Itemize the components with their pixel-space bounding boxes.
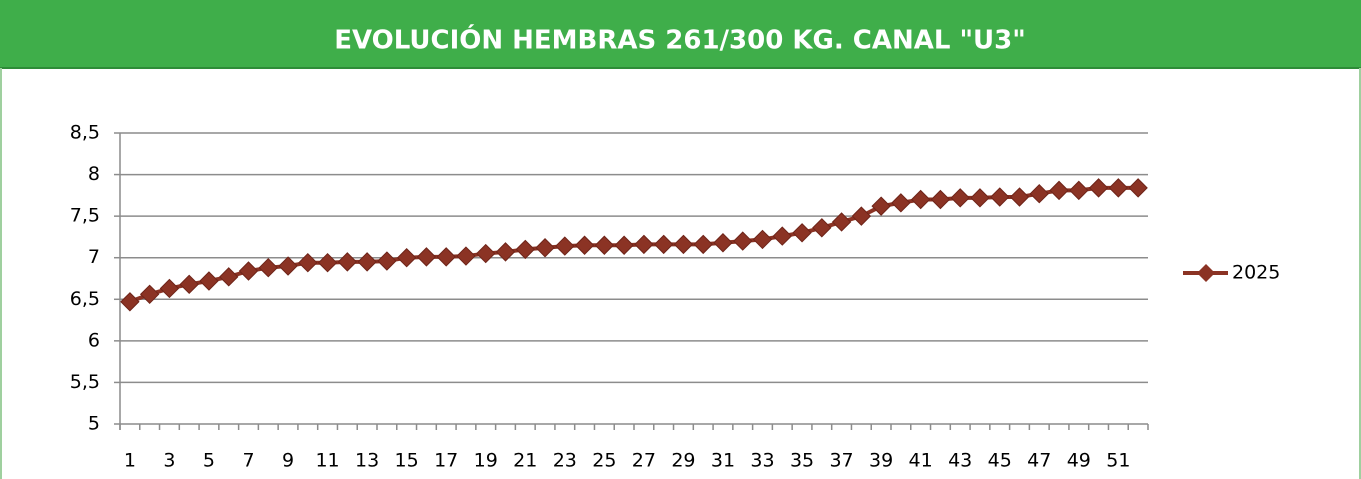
data-point xyxy=(238,261,259,281)
y-tick-label: 8 xyxy=(88,163,100,185)
data-point xyxy=(871,196,891,216)
y-tick-label: 5 xyxy=(88,413,100,435)
x-tick-label: 5 xyxy=(203,450,215,472)
x-tick-label: 27 xyxy=(632,450,656,472)
data-point xyxy=(436,247,456,267)
legend-marker xyxy=(1197,264,1215,282)
data-point xyxy=(752,229,773,250)
data-point xyxy=(891,193,911,213)
data-point xyxy=(594,235,615,255)
data-point xyxy=(812,218,832,238)
data-point xyxy=(120,292,140,312)
x-tick-label: 21 xyxy=(513,450,537,472)
x-tick-label: 51 xyxy=(1106,450,1130,472)
x-tick-label: 43 xyxy=(948,450,972,472)
data-point xyxy=(159,278,180,299)
data-point xyxy=(1128,178,1148,198)
data-point xyxy=(930,189,951,210)
x-tick-label: 49 xyxy=(1067,450,1091,472)
x-tick-label: 13 xyxy=(355,450,379,472)
data-point xyxy=(139,284,160,305)
y-tick-label: 5,5 xyxy=(70,371,100,393)
x-tick-label: 19 xyxy=(474,450,498,472)
chart-title: EVOLUCIÓN HEMBRAS 261/300 KG. CANAL "U3" xyxy=(334,24,1026,56)
data-point xyxy=(653,234,674,255)
y-tick-label: 6,5 xyxy=(70,288,100,310)
data-point xyxy=(574,235,595,255)
data-point xyxy=(416,247,437,267)
data-point xyxy=(1009,187,1030,207)
y-tick-label: 7 xyxy=(88,246,100,268)
x-tick-label: 37 xyxy=(829,450,853,472)
y-tick-label: 7,5 xyxy=(70,205,100,227)
x-tick-label: 39 xyxy=(869,450,893,472)
data-point xyxy=(772,226,792,246)
data-point xyxy=(950,188,970,208)
data-point xyxy=(634,234,654,255)
y-tick-label: 8,5 xyxy=(70,122,100,144)
x-tick-label: 47 xyxy=(1027,450,1051,472)
series-line xyxy=(129,185,1139,304)
x-tick-label: 17 xyxy=(434,450,458,472)
data-point xyxy=(1088,178,1109,198)
data-point xyxy=(970,188,990,208)
x-tick-label: 9 xyxy=(282,450,294,472)
data-point xyxy=(990,187,1010,207)
data-point xyxy=(1069,180,1089,201)
x-tick-label: 11 xyxy=(315,450,339,472)
header-bar xyxy=(0,0,1361,68)
data-point xyxy=(555,236,575,256)
data-point xyxy=(1049,180,1069,201)
data-point xyxy=(673,234,694,255)
data-point xyxy=(693,234,713,255)
x-tick-label: 35 xyxy=(790,450,814,472)
data-point xyxy=(199,271,219,291)
legend-label: 2025 xyxy=(1232,262,1280,284)
x-tick-label: 1 xyxy=(124,450,136,472)
data-point xyxy=(713,233,733,253)
data-point xyxy=(535,238,555,258)
data-point xyxy=(476,243,496,264)
x-tick-label: 31 xyxy=(711,450,735,472)
data-point xyxy=(377,251,397,271)
x-tick-label: 7 xyxy=(242,450,254,472)
data-point xyxy=(317,252,338,273)
data-point xyxy=(1029,183,1049,204)
data-point xyxy=(219,267,239,287)
x-tick-label: 41 xyxy=(909,450,933,472)
x-tick-label: 3 xyxy=(163,450,175,472)
data-point xyxy=(179,274,199,295)
data-point xyxy=(792,223,812,243)
data-point xyxy=(515,239,535,260)
x-tick-label: 45 xyxy=(988,450,1012,472)
data-point xyxy=(278,256,298,276)
data-point xyxy=(910,189,931,210)
data-point xyxy=(831,212,852,232)
data-point xyxy=(396,248,417,268)
data-point xyxy=(495,242,516,262)
data-point xyxy=(733,231,753,251)
x-axis-ticks xyxy=(119,424,1149,430)
data-point xyxy=(258,257,278,278)
data-point xyxy=(357,252,377,272)
x-tick-label: 15 xyxy=(395,450,419,472)
y-tick-label: 6 xyxy=(88,329,100,351)
data-point xyxy=(1108,178,1129,198)
x-tick-label: 25 xyxy=(592,450,616,472)
x-tick-label: 33 xyxy=(750,450,774,472)
data-point xyxy=(456,246,476,266)
x-tick-label: 23 xyxy=(553,450,577,472)
data-point xyxy=(298,252,318,273)
x-tick-label: 29 xyxy=(671,450,695,472)
data-point xyxy=(851,206,872,226)
data-point xyxy=(337,252,358,272)
data-point xyxy=(614,235,634,255)
